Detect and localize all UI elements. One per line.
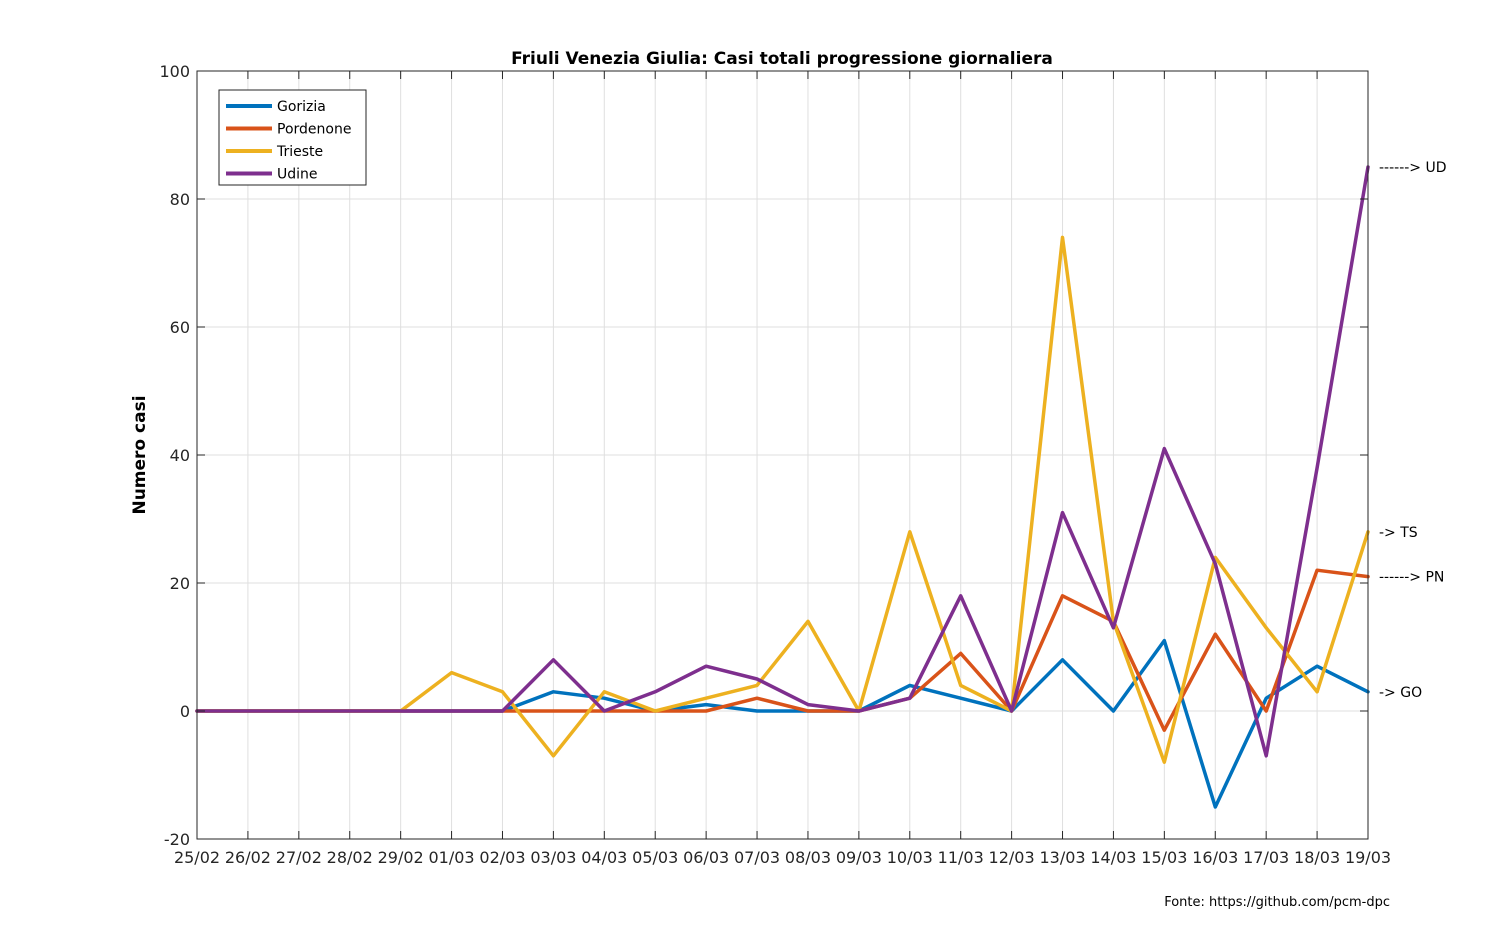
x-tick-label: 06/03 — [683, 848, 729, 867]
y-axis-ticks: -20 0 20 40 60 80 100 — [159, 62, 1368, 849]
annotation-label: ------> PN — [1379, 570, 1444, 586]
x-tick-label: 18/03 — [1294, 848, 1340, 867]
x-tick-label: 04/03 — [581, 848, 627, 867]
x-tick-label: 17/03 — [1243, 848, 1289, 867]
x-axis-ticks: 25/02 26/02 27/02 28/02 29/02 01/03 02/03 03/03… — [174, 71, 1391, 867]
legend: Gorizia Pordenone Trieste Udine — [218, 89, 367, 186]
x-tick-label: 15/03 — [1141, 848, 1187, 867]
x-tick-label: 09/03 — [836, 848, 882, 867]
x-tick-label: 02/03 — [479, 848, 525, 867]
x-tick-label: 01/03 — [429, 848, 475, 867]
y-axis-label: Numero casi — [130, 395, 150, 514]
annotations: ------> UD -> TS ------> PN -> GO — [1379, 160, 1447, 701]
y-tick-label: 60 — [170, 318, 190, 337]
x-tick-label: 19/03 — [1345, 848, 1391, 867]
x-tick-label: 05/03 — [632, 848, 678, 867]
y-tick-label: 80 — [170, 190, 190, 209]
series-line-udine — [195, 165, 1370, 758]
x-tick-label: 16/03 — [1192, 848, 1238, 867]
x-tick-label: 27/02 — [276, 848, 322, 867]
legend-label-udine: Udine — [277, 167, 318, 183]
x-tick-label: 10/03 — [887, 848, 933, 867]
source-note: Fonte: https://github.com/pcm-dpc — [1164, 895, 1390, 910]
x-tick-label: 08/03 — [785, 848, 831, 867]
y-tick-label: -20 — [164, 830, 190, 849]
series-lines — [195, 165, 1370, 809]
annotation-label: -> TS — [1379, 525, 1418, 541]
x-tick-label: 07/03 — [734, 848, 780, 867]
x-tick-label: 11/03 — [938, 848, 984, 867]
x-tick-label: 26/02 — [225, 848, 271, 867]
x-tick-label: 25/02 — [174, 848, 220, 867]
x-tick-label: 03/03 — [530, 848, 576, 867]
y-tick-label: 100 — [159, 62, 190, 81]
y-tick-label: 0 — [180, 702, 190, 721]
x-tick-label: 12/03 — [989, 848, 1035, 867]
y-tick-label: 20 — [170, 574, 190, 593]
legend-label-pordenone: Pordenone — [277, 122, 351, 138]
x-tick-label: 14/03 — [1090, 848, 1136, 867]
chart-title: Friuli Venezia Giulia: Casi totali progr… — [511, 49, 1053, 69]
legend-label-trieste: Trieste — [276, 144, 323, 160]
annotation-label: ------> UD — [1379, 160, 1447, 176]
x-tick-label: 28/02 — [327, 848, 373, 867]
y-tick-label: 40 — [170, 446, 190, 465]
legend-label-gorizia: Gorizia — [277, 99, 326, 115]
x-tick-label: 29/02 — [378, 848, 424, 867]
x-tick-label: 13/03 — [1039, 848, 1085, 867]
annotation-label: -> GO — [1379, 685, 1422, 701]
